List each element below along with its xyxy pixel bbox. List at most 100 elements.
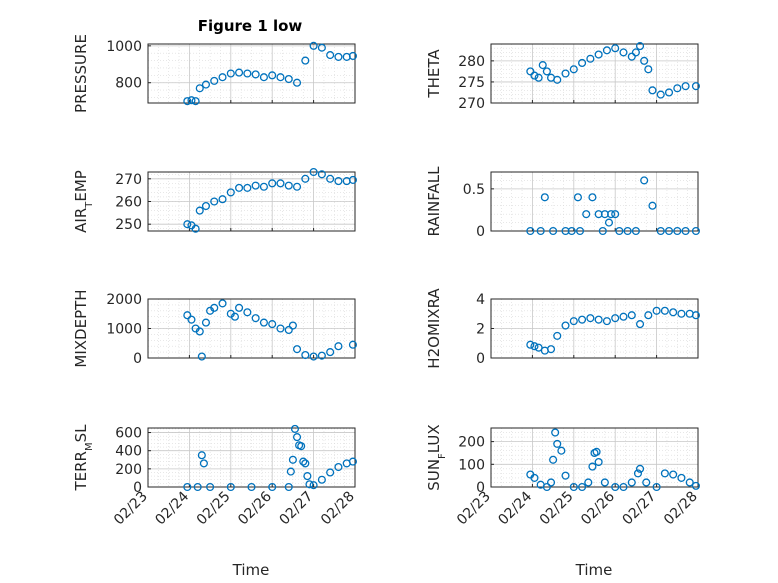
data-point bbox=[660, 306, 669, 315]
data-point bbox=[268, 320, 277, 329]
data-point bbox=[197, 451, 206, 460]
data-point bbox=[183, 311, 192, 320]
y-tick-label: 0 bbox=[476, 480, 485, 496]
y-axis-label: RAINFALL bbox=[425, 166, 443, 237]
data-point bbox=[669, 308, 678, 317]
data-point bbox=[619, 48, 628, 57]
data-point bbox=[627, 478, 636, 487]
data-point bbox=[297, 442, 306, 451]
data-point bbox=[557, 446, 566, 455]
data-point bbox=[600, 478, 609, 487]
y-tick-label: 250 bbox=[115, 217, 142, 233]
data-point bbox=[317, 43, 326, 52]
data-point bbox=[586, 54, 595, 63]
data-point bbox=[326, 51, 335, 60]
y-tick-label: 280 bbox=[458, 54, 485, 70]
data-point bbox=[309, 167, 318, 177]
axes-box bbox=[490, 43, 699, 104]
y-tick-label: 800 bbox=[115, 76, 142, 92]
data-point bbox=[530, 473, 539, 482]
data-point bbox=[183, 97, 192, 106]
data-point bbox=[578, 315, 587, 324]
data-point bbox=[611, 210, 620, 219]
data-point bbox=[619, 312, 628, 321]
subplot-7: 0 100 200 02/23 02/24 02/25 02/26 02/27 02/28 SUN… bbox=[425, 424, 701, 528]
data-point bbox=[578, 482, 587, 492]
data-point bbox=[526, 340, 535, 349]
data-point bbox=[348, 175, 357, 184]
data-point bbox=[301, 459, 310, 468]
data-point bbox=[259, 318, 268, 327]
data-point bbox=[538, 61, 547, 70]
data-point bbox=[569, 317, 578, 326]
y-axis-label: H2OMIXRA bbox=[425, 288, 443, 369]
data-point bbox=[235, 303, 244, 312]
x-tick-label: 02/25 bbox=[194, 489, 234, 529]
data-point bbox=[673, 226, 682, 236]
data-point bbox=[218, 73, 227, 82]
data-point bbox=[635, 320, 645, 329]
data-point bbox=[540, 193, 549, 202]
data-point bbox=[530, 342, 539, 351]
data-point bbox=[276, 324, 285, 333]
data-point bbox=[534, 73, 543, 82]
data-point bbox=[288, 321, 297, 330]
x-tick-label: 02/23 bbox=[454, 489, 494, 529]
y-tick-label: 100 bbox=[458, 457, 485, 473]
y-axis-label: MIXDEPTH bbox=[72, 289, 90, 367]
data-point bbox=[656, 226, 665, 236]
data-point bbox=[195, 206, 204, 215]
data-point bbox=[652, 482, 661, 492]
data-point bbox=[210, 303, 219, 312]
data-point bbox=[582, 210, 591, 219]
data-point bbox=[326, 174, 335, 183]
data-point bbox=[206, 482, 215, 492]
data-point bbox=[290, 424, 300, 433]
subplot-1: 270 275 280 THETA bbox=[425, 42, 700, 112]
x-tick-label: 02/28 bbox=[661, 489, 701, 529]
data-point bbox=[549, 455, 558, 464]
x-tick-label: 02/23 bbox=[111, 489, 151, 529]
data-point bbox=[553, 331, 562, 340]
data-point bbox=[259, 73, 268, 82]
y-axis-label: PRESSURE bbox=[72, 34, 90, 113]
y-tick-label: 275 bbox=[458, 75, 485, 91]
data-point bbox=[681, 226, 690, 236]
data-point bbox=[569, 65, 578, 74]
data-point bbox=[195, 84, 204, 93]
data-point bbox=[602, 317, 611, 326]
data-point bbox=[526, 226, 535, 236]
x-axis-label-left: Time bbox=[232, 561, 270, 579]
data-point bbox=[611, 314, 620, 323]
data-point bbox=[594, 315, 603, 324]
data-point bbox=[542, 482, 551, 492]
axes-box bbox=[147, 171, 356, 232]
y-axis-label: TERRMSL bbox=[72, 424, 95, 492]
data-point bbox=[660, 469, 669, 478]
data-point bbox=[644, 65, 653, 74]
data-point bbox=[553, 75, 562, 84]
axes-box bbox=[490, 427, 699, 488]
data-point bbox=[664, 88, 674, 97]
data-point bbox=[691, 481, 700, 490]
axes-box bbox=[147, 298, 356, 359]
data-point bbox=[183, 482, 192, 492]
data-point bbox=[193, 482, 202, 492]
x-tick-label: 02/28 bbox=[318, 489, 358, 529]
data-point bbox=[656, 90, 665, 99]
data-point bbox=[259, 182, 268, 191]
x-tick-label: 02/24 bbox=[495, 488, 535, 528]
data-point bbox=[309, 481, 318, 490]
data-point bbox=[251, 314, 260, 323]
data-point bbox=[611, 44, 620, 53]
x-tick-label: 02/26 bbox=[578, 488, 618, 528]
data-point bbox=[284, 325, 293, 335]
data-point bbox=[286, 467, 295, 476]
data-point bbox=[334, 462, 343, 472]
data-point bbox=[640, 56, 649, 65]
axes-box bbox=[490, 298, 699, 359]
y-tick-label: 0 bbox=[476, 351, 485, 367]
data-point bbox=[276, 73, 285, 82]
data-point bbox=[284, 74, 293, 84]
